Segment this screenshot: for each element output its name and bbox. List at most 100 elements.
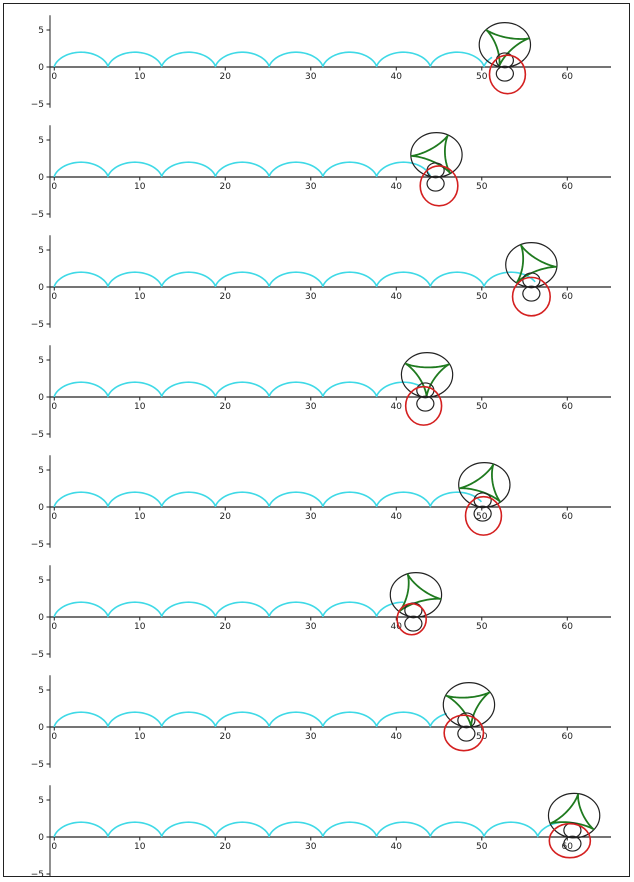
x-tick-label: 20	[220, 402, 232, 412]
deltoid-curve	[445, 691, 491, 727]
cycloid-curve	[53, 491, 483, 508]
y-tick-label: 5	[38, 136, 44, 146]
x-tick-label: 60	[562, 842, 574, 852]
x-tick-label: 50	[476, 402, 488, 412]
deltoid-curve	[485, 28, 530, 67]
small-circle	[522, 285, 541, 302]
y-tick-label: −5	[31, 540, 44, 550]
x-tick-label: 20	[220, 732, 232, 742]
cycloid-curve	[53, 821, 560, 838]
x-tick-label: 20	[220, 72, 232, 82]
red-trace-curve	[464, 495, 503, 536]
y-tick-label: 0	[38, 173, 44, 183]
x-tick-label: 60	[562, 402, 574, 412]
x-tick-label: 20	[220, 292, 232, 302]
y-tick-label: −5	[31, 320, 44, 330]
x-tick-label: 0	[51, 512, 57, 522]
x-tick-label: 50	[476, 842, 488, 852]
x-tick-label: 60	[562, 512, 574, 522]
x-tick-label: 40	[391, 732, 403, 742]
x-tick-label: 20	[220, 842, 232, 852]
x-tick-label: 0	[51, 72, 57, 82]
x-tick-label: 40	[391, 182, 403, 192]
x-tick-label: 30	[305, 842, 317, 852]
small-circle	[457, 725, 476, 742]
red-trace-curve	[419, 165, 459, 207]
x-tick-label: 30	[305, 402, 317, 412]
x-tick-label: 0	[51, 622, 57, 632]
y-tick-label: 0	[38, 393, 44, 403]
red-trace-curve	[404, 385, 443, 426]
y-tick-label: 5	[38, 246, 44, 256]
small-circle	[473, 505, 492, 522]
x-tick-label: 30	[305, 292, 317, 302]
y-tick-label: 5	[38, 26, 44, 36]
x-tick-label: 10	[134, 732, 146, 742]
y-tick-label: −5	[31, 430, 44, 440]
cycloid-curve	[53, 381, 423, 398]
x-tick-label: 50	[476, 622, 488, 632]
x-tick-label: 0	[51, 292, 57, 302]
y-tick-label: −5	[31, 870, 44, 876]
x-tick-label: 10	[134, 842, 146, 852]
x-tick-label: 10	[134, 72, 146, 82]
x-tick-label: 50	[476, 182, 488, 192]
deltoid-curve	[398, 573, 442, 613]
cycloid-curve	[53, 51, 493, 68]
small-circle	[495, 65, 515, 82]
y-tick-label: 5	[38, 686, 44, 696]
deltoid-curve	[404, 362, 450, 398]
x-tick-label: 10	[134, 182, 146, 192]
x-tick-label: 10	[134, 292, 146, 302]
cycloid-curve	[53, 271, 536, 288]
x-tick-label: 50	[476, 72, 488, 82]
cycloid-curve	[53, 601, 404, 618]
x-tick-label: 20	[220, 622, 232, 632]
red-trace-curve	[443, 714, 485, 752]
small-circle	[416, 395, 435, 412]
x-tick-label: 40	[391, 512, 403, 522]
rolling-circle	[458, 461, 511, 508]
y-tick-label: 0	[38, 503, 44, 513]
x-tick-label: 30	[305, 72, 317, 82]
rolling-circle	[478, 21, 532, 68]
x-tick-label: 0	[51, 842, 57, 852]
small-circle	[563, 822, 582, 839]
rolling-circle	[547, 792, 601, 839]
rolling-circle	[410, 132, 463, 178]
y-tick-label: −5	[31, 760, 44, 770]
y-tick-label: 5	[38, 466, 44, 476]
y-tick-label: 5	[38, 796, 44, 806]
y-tick-label: 0	[38, 833, 44, 843]
x-tick-label: 60	[562, 72, 574, 82]
x-tick-label: 40	[391, 842, 403, 852]
deltoid-curve	[515, 244, 557, 284]
y-tick-label: 0	[38, 723, 44, 733]
red-trace-curve	[488, 54, 527, 95]
x-tick-label: 60	[562, 732, 574, 742]
y-tick-label: 5	[38, 356, 44, 366]
y-tick-label: 5	[38, 576, 44, 586]
red-trace-curve	[511, 276, 551, 317]
x-tick-label: 50	[476, 732, 488, 742]
x-tick-label: 10	[134, 402, 146, 412]
rolling-circle	[389, 571, 443, 618]
figure-frame: 0 10 20 30 40 50 60 5 0 −5 0 10 20 30 40 50 60 5 0 −5 0 10 20 3…	[3, 3, 630, 877]
x-tick-label: 30	[305, 182, 317, 192]
x-tick-label: 10	[134, 622, 146, 632]
small-circle	[426, 175, 445, 192]
x-tick-label: 30	[305, 512, 317, 522]
x-tick-label: 20	[220, 512, 232, 522]
rolling-circle	[505, 241, 558, 288]
small-circle	[404, 602, 423, 619]
small-circle	[404, 615, 423, 632]
x-tick-label: 20	[220, 182, 232, 192]
